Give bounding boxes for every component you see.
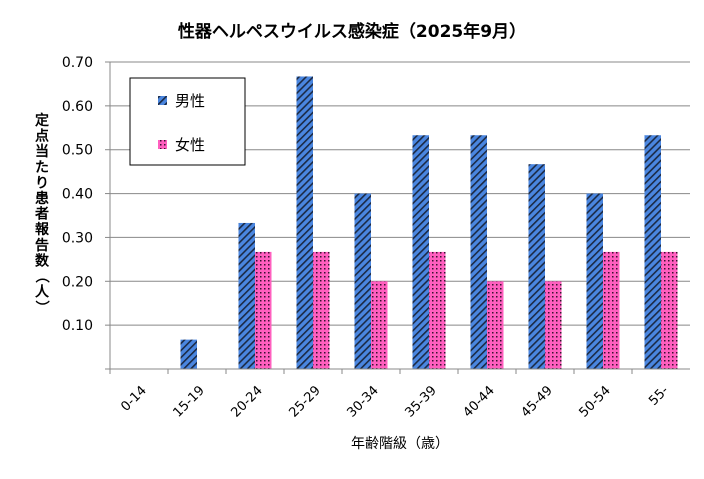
bar-male — [470, 135, 487, 369]
bar-female — [371, 281, 388, 369]
bar-male — [180, 339, 197, 369]
y-label-char: り — [35, 175, 49, 191]
y-label-char: 数 — [35, 252, 50, 269]
x-axis-label: 年齢階級（歳） — [351, 436, 449, 452]
x-tick-label: 55- — [646, 383, 672, 409]
bar-female — [487, 281, 504, 369]
bar-male — [296, 76, 313, 370]
y-label-char: （ — [33, 269, 49, 283]
bar-male — [528, 164, 545, 369]
x-tick-label: 0-14 — [118, 383, 149, 414]
y-tick-label: 0.70 — [62, 55, 93, 71]
bar-female — [255, 251, 272, 369]
y-label-char: 報 — [35, 221, 50, 238]
y-label-char: 人 — [35, 284, 50, 301]
bar-female — [661, 251, 678, 369]
bar-male — [238, 222, 255, 369]
legend-label-male: 男性 — [175, 92, 205, 110]
y-label-char: 者 — [35, 207, 49, 223]
bar-male — [644, 135, 661, 369]
x-tick-label: 35-39 — [403, 383, 440, 420]
y-tick-label: 0.50 — [62, 143, 93, 159]
x-tick-label: 45-49 — [519, 383, 556, 420]
bar-female — [603, 251, 620, 369]
bar-female — [313, 251, 330, 369]
x-tick-label: 40-44 — [461, 383, 498, 420]
y-label-char: 告 — [35, 237, 49, 254]
chart-title: 性器ヘルペスウイルス感染症（2025年9月） — [178, 21, 526, 42]
legend: 男性 女性 — [129, 77, 246, 166]
legend-swatch-female — [158, 140, 167, 149]
x-tick-label: 15-19 — [171, 383, 208, 420]
bar-female — [429, 251, 446, 369]
x-tick-label: 30-34 — [345, 383, 382, 420]
x-tick-label: 25-29 — [287, 383, 324, 420]
legend-swatch-male — [158, 96, 167, 105]
y-label-char: ） — [33, 300, 49, 314]
y-label-char: た — [35, 160, 49, 176]
y-label-char: 当 — [35, 143, 49, 160]
bar-female — [545, 281, 562, 369]
bar-male — [586, 193, 603, 369]
x-tick-label: 50-54 — [577, 383, 614, 420]
y-tick-label: 0.10 — [62, 318, 93, 334]
y-label-char: 点 — [35, 128, 49, 145]
y-tick-label: 0.60 — [62, 99, 93, 115]
bar-male — [354, 193, 371, 369]
y-tick-label: 0.40 — [62, 187, 93, 203]
y-label-char: 定 — [35, 112, 49, 129]
legend-label-female: 女性 — [175, 136, 205, 154]
y-tick-label: 0.20 — [62, 274, 93, 290]
y-tick-label: 0.30 — [62, 230, 93, 246]
x-tick-label: 20-24 — [229, 383, 266, 420]
y-label-char: 患 — [35, 190, 49, 207]
bar-male — [412, 135, 429, 369]
